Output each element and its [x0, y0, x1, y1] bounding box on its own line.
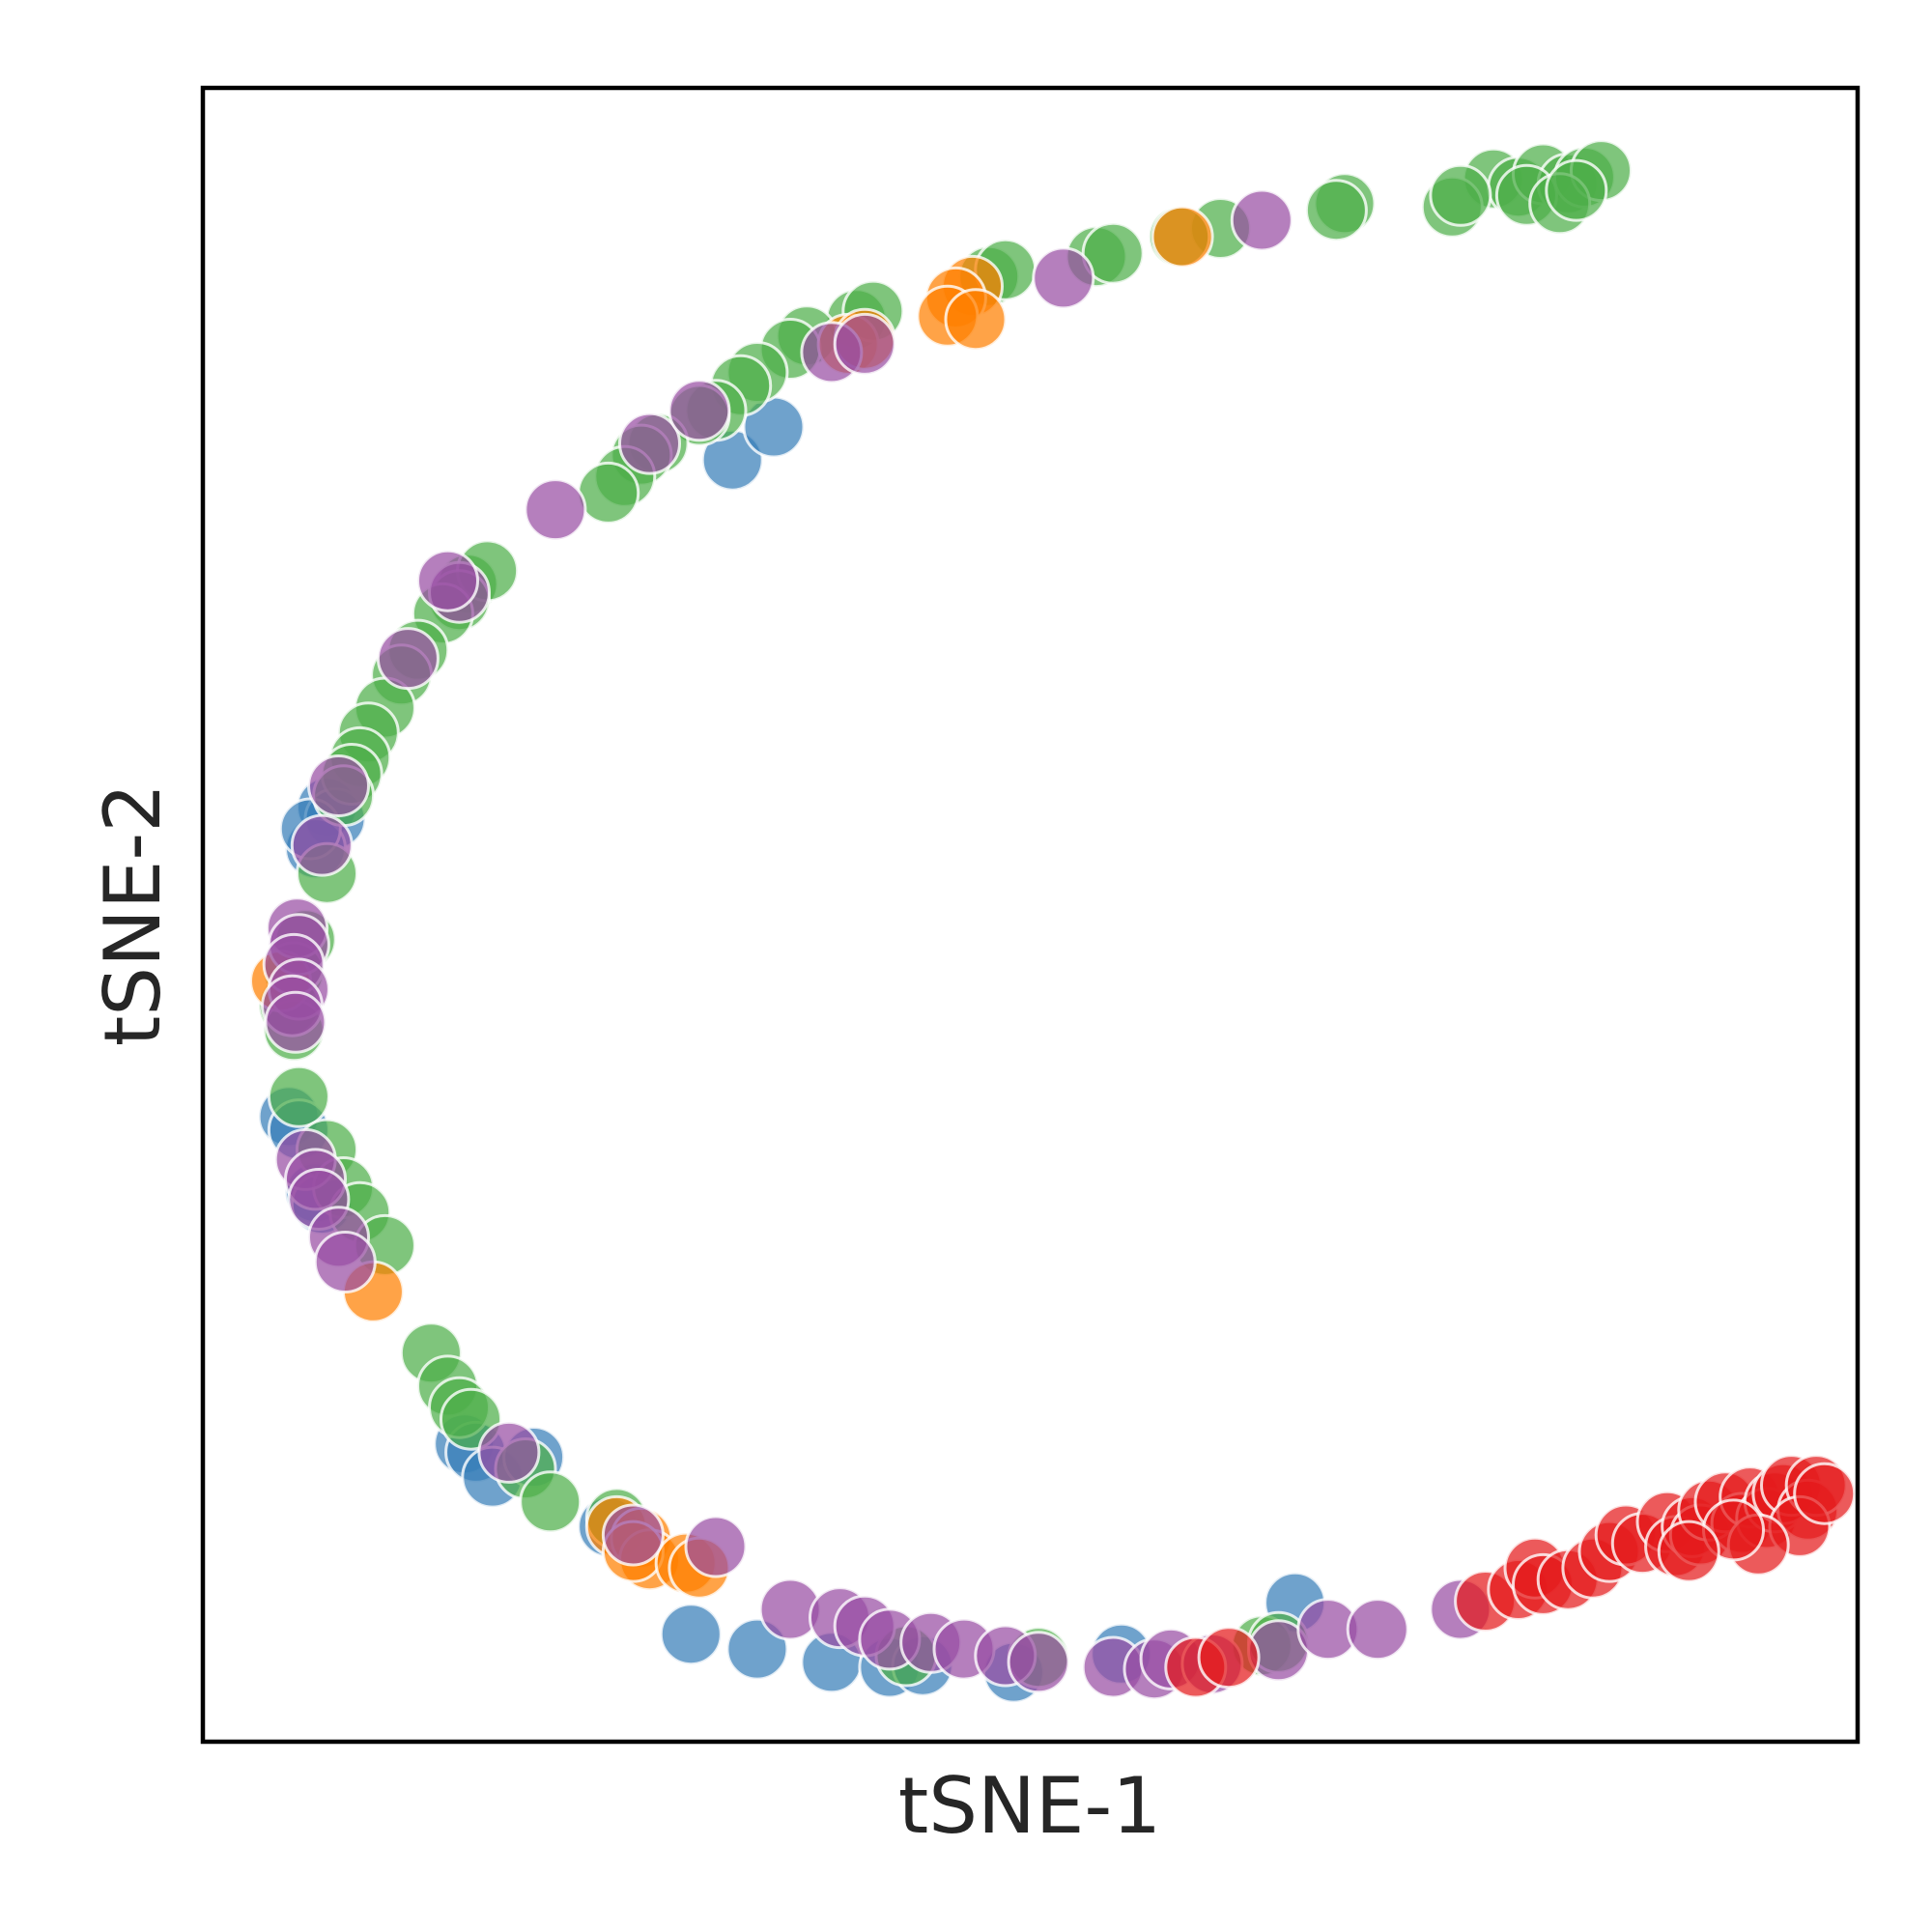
cluster-green-point-16: [1081, 221, 1145, 285]
cluster-purple-point-5: [1032, 246, 1095, 310]
cluster-purple-point-10: [307, 754, 370, 817]
points-layer: [249, 139, 1857, 1704]
cluster-purple-point-9: [376, 627, 440, 691]
cluster-purple-point-40: [1346, 1598, 1409, 1662]
cluster-orange-point-6: [1151, 205, 1214, 269]
y-axis-label: tSNE-2: [88, 783, 178, 1046]
cluster-green-point-30: [577, 461, 640, 525]
cluster-purple-point-6: [1230, 188, 1293, 252]
cluster-purple-point-17: [264, 990, 327, 1054]
x-axis-label: tSNE-1: [898, 1761, 1161, 1851]
cluster-purple-point-33: [1007, 1631, 1070, 1694]
cluster-green-point-12: [1304, 179, 1368, 242]
cluster-purple-point-1: [618, 412, 681, 475]
cluster-purple-point-25: [684, 1515, 748, 1578]
series-cluster-red: [1164, 1454, 1857, 1699]
cluster-red-point-1: [1197, 1626, 1261, 1690]
cluster-green-point-57: [519, 1470, 582, 1534]
cluster-blue-point-13: [659, 1603, 723, 1666]
cluster-purple-point-4: [833, 312, 896, 376]
cluster-purple-point-8: [416, 549, 479, 612]
cluster-green-point-8: [1545, 158, 1608, 222]
cluster-purple-point-23: [477, 1420, 541, 1484]
cluster-purple-point-0: [524, 478, 587, 542]
cluster-red-point-26: [1793, 1462, 1857, 1525]
cluster-green-point-47: [267, 1065, 330, 1128]
cluster-green-point-10: [1429, 163, 1492, 227]
cluster-red-point-29: [1657, 1520, 1720, 1583]
cluster-purple-point-2: [668, 379, 731, 442]
cluster-purple-point-24: [601, 1503, 665, 1567]
plot-frame: [200, 85, 1861, 1745]
cluster-purple-point-11: [290, 813, 354, 877]
cluster-purple-point-22: [313, 1231, 377, 1293]
cluster-orange-point-3: [944, 288, 1008, 352]
